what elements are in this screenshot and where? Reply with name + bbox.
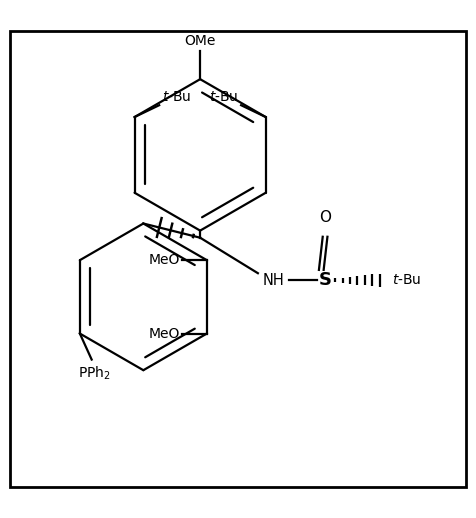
Text: NH: NH (263, 273, 284, 288)
Text: $t$-Bu: $t$-Bu (161, 90, 191, 104)
Text: $t$-Bu: $t$-Bu (392, 274, 421, 287)
Text: MeO: MeO (149, 253, 180, 267)
Text: PPh$_2$: PPh$_2$ (78, 364, 110, 382)
Text: MeO: MeO (149, 326, 180, 340)
Text: $t$-Bu: $t$-Bu (209, 90, 239, 104)
Text: OMe: OMe (185, 34, 216, 48)
Text: S: S (319, 271, 332, 289)
Text: O: O (319, 210, 332, 225)
